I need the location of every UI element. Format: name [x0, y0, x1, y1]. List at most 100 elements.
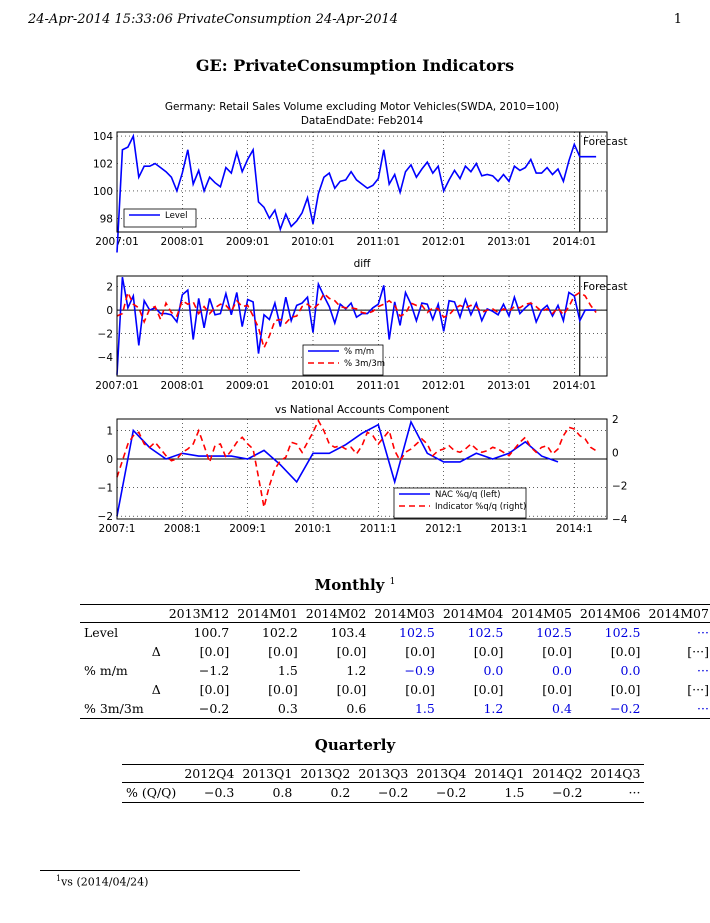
table-cell: 1.2 [483, 701, 504, 716]
y-right-tick-label: −4 [612, 514, 628, 526]
table-cell: −0.9 [404, 663, 435, 678]
series-line [116, 290, 597, 351]
table-cell: −0.2 [610, 701, 641, 716]
quarterly-column-header: 2013Q3 [354, 764, 413, 783]
plot-frame [116, 418, 608, 520]
footnote-text: vs (2014/04/24) [61, 875, 149, 889]
table-row: % (Q/Q) −0.3 0.8 0.2 −0.2 −0.2 1.5 −0.2 ··· [122, 783, 644, 803]
monthly-corner [147, 604, 165, 623]
table-cell: [0.0] [268, 682, 298, 697]
table-cell: [0.0] [610, 644, 641, 659]
table-cell: 102.2 [261, 625, 298, 640]
row-label: % 3m/3m [84, 701, 144, 716]
monthly-column-header: 2013M12 [164, 604, 234, 623]
x-tick-label: 2007:1 [99, 523, 136, 535]
monthly-column-header: 2014M04 [438, 604, 508, 623]
monthly-column-header: 2014M07 [644, 604, 710, 623]
chart-subtitle: DataEndDate: Feb2014 [301, 115, 424, 127]
table-cell: 0.2 [330, 785, 351, 800]
table-cell: −0.2 [378, 785, 409, 800]
plot-frame [116, 275, 608, 377]
table-cell: ··· [628, 785, 641, 800]
table-row: Level 100.7 102.2 103.4 102.5 102.5 102.5 102.5… [80, 623, 710, 643]
table-cell: [···] [687, 682, 709, 697]
table-row: % m/m −1.2 1.5 1.2 −0.9 0.0 0.0 0.0 ··· [80, 661, 710, 680]
x-tick-label: 2012:01 [422, 380, 466, 392]
y-tick-label: 102 [93, 159, 113, 171]
plot-frame [116, 131, 608, 233]
x-tick-label: 2012:01 [422, 236, 466, 248]
table-cell: [0.0] [199, 644, 230, 659]
table-row: Δ [0.0] [0.0] [0.0] [0.0] [0.0] [0.0] [0.0] [···… [80, 680, 710, 699]
footnote: 1vs (2014/04/24) [56, 874, 148, 889]
chart-title: diff [354, 258, 372, 270]
monthly-column-header: 2014M06 [575, 604, 645, 623]
monthly-title: Monthly 1 [0, 576, 710, 594]
x-tick-label: 2010:1 [295, 523, 332, 535]
forecast-label: Forecast [583, 136, 627, 148]
footnote-rule [40, 870, 300, 871]
table-cell: 1.5 [504, 785, 525, 800]
y-tick-label: −2 [98, 329, 113, 341]
x-tick-label: 2011:01 [357, 236, 401, 248]
table-cell: 1.2 [346, 663, 367, 678]
table-cell: ··· [697, 625, 709, 640]
y-tick-label: −2 [98, 511, 113, 523]
legend-label: NAC %q/q (left) [435, 490, 501, 500]
page-number: 1 [673, 12, 682, 27]
series-line [116, 277, 597, 375]
y-tick-label: 100 [93, 186, 113, 198]
monthly-column-header: 2014M05 [507, 604, 576, 623]
legend-label: % 3m/3m [344, 359, 385, 369]
x-tick-label: 2014:1 [556, 523, 593, 535]
legend-label: % m/m [344, 347, 374, 357]
delta-label: Δ [151, 682, 161, 697]
table-cell: 1.5 [414, 701, 435, 716]
table-cell: −0.2 [436, 785, 467, 800]
charts-area: Germany: Retail Sales Volume excluding M… [93, 101, 628, 535]
table-cell: 0.0 [552, 663, 572, 678]
table-row: % 3m/3m −0.2 0.3 0.6 1.5 1.2 0.4 −0.2 ··· [80, 699, 710, 719]
table-cell: [0.0] [473, 682, 504, 697]
y-right-tick-label: 2 [612, 414, 619, 426]
y-tick-label: 2 [106, 282, 113, 294]
quarterly-column-header: 2013Q2 [296, 764, 355, 783]
y-tick-label: −4 [98, 352, 114, 364]
quarterly-title: Quarterly [314, 736, 396, 754]
table-cell: [0.0] [610, 682, 641, 697]
legend-label: Indicator %q/q (right) [435, 502, 526, 512]
legend-label: Level [165, 211, 187, 221]
quarterly-column-header: 2013Q1 [238, 764, 297, 783]
x-tick-label: 2011:01 [357, 380, 401, 392]
table-cell: [0.0] [268, 644, 298, 659]
quarterly-corner [122, 764, 181, 783]
quarterly-column-header: 2013Q4 [412, 764, 471, 783]
x-tick-label: 2013:01 [487, 236, 531, 248]
series-line [116, 418, 597, 508]
quarterly-body: % (Q/Q) −0.3 0.8 0.2 −0.2 −0.2 1.5 −0.2 ··· [122, 783, 644, 803]
x-tick-label: 2014:01 [553, 380, 597, 392]
table-cell: 102.5 [399, 625, 435, 640]
monthly-title-text: Monthly [314, 576, 385, 594]
table-cell: 1.5 [277, 663, 298, 678]
delta-label: Δ [151, 644, 161, 659]
row-label: % m/m [84, 663, 128, 678]
table-cell: −0.3 [203, 785, 235, 800]
chart-title: vs National Accounts Component [275, 404, 449, 416]
x-tick-label: 2008:1 [164, 523, 201, 535]
quarterly-column-header: 2014Q1 [470, 764, 529, 783]
monthly-table: 2013M12 2014M01 2014M02 2014M03 2014M04 2014M… [80, 604, 710, 719]
quarterly-header-row: 2012Q4 2013Q1 2013Q2 2013Q3 2013Q4 2014Q1 2014… [122, 764, 645, 783]
page-header-left: 24-Apr-2014 15:33:06 PrivateConsumption … [28, 12, 399, 27]
table-cell: 0.8 [272, 785, 293, 800]
table-cell: [0.0] [405, 644, 435, 659]
table-cell: [0.0] [405, 682, 435, 697]
x-tick-label: 2007:01 [95, 380, 139, 392]
y-tick-label: 1 [106, 425, 113, 437]
table-cell: −1.2 [198, 663, 230, 678]
table-cell: ··· [697, 663, 709, 678]
legend-box [393, 487, 527, 519]
row-label: Level [84, 625, 119, 640]
monthly-column-header: 2014M03 [370, 604, 439, 623]
row-label [80, 642, 148, 661]
